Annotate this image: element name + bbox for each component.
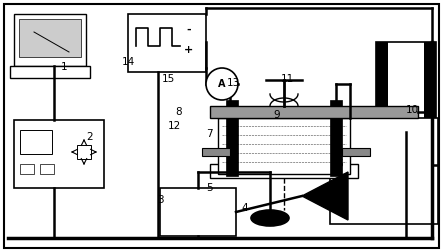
Bar <box>20 130 52 154</box>
Bar <box>202 148 230 156</box>
Bar <box>210 106 418 118</box>
Text: 8: 8 <box>175 107 182 117</box>
Bar <box>10 66 90 78</box>
Bar <box>77 145 91 159</box>
Text: A: A <box>218 79 226 89</box>
Bar <box>424 42 436 132</box>
Bar <box>330 118 438 224</box>
Bar <box>376 42 436 132</box>
Bar <box>226 100 238 176</box>
Bar <box>14 14 86 66</box>
Text: +: + <box>184 45 194 55</box>
Bar <box>376 42 388 132</box>
Bar <box>14 120 104 188</box>
Bar <box>160 188 236 236</box>
Bar <box>20 164 34 174</box>
Text: -: - <box>187 25 191 35</box>
Text: 7: 7 <box>206 129 213 139</box>
Polygon shape <box>302 172 348 220</box>
Text: 1: 1 <box>61 62 68 72</box>
Bar <box>19 19 81 57</box>
Bar <box>330 100 342 176</box>
Text: 3: 3 <box>157 195 164 205</box>
Bar <box>342 148 370 156</box>
Text: 9: 9 <box>274 110 280 120</box>
Bar <box>210 164 358 178</box>
Text: 13: 13 <box>227 78 241 88</box>
Text: 2: 2 <box>86 132 93 142</box>
Text: 10: 10 <box>405 105 419 115</box>
Text: 12: 12 <box>167 121 181 131</box>
Circle shape <box>206 68 238 100</box>
Bar <box>128 14 206 72</box>
Text: 5: 5 <box>206 183 213 193</box>
Text: 6: 6 <box>337 159 343 169</box>
Bar <box>218 118 350 174</box>
Text: 14: 14 <box>122 57 135 67</box>
Text: 4: 4 <box>241 203 248 213</box>
Ellipse shape <box>251 210 289 226</box>
Text: 11: 11 <box>281 74 295 84</box>
Text: 15: 15 <box>162 74 175 84</box>
Bar <box>40 164 54 174</box>
